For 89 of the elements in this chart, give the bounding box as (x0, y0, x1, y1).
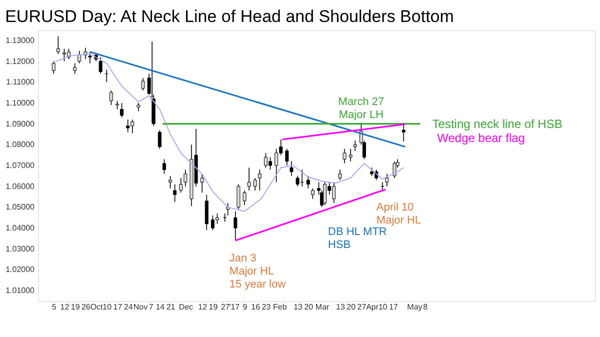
x-tick-label: '17 (229, 302, 240, 312)
candlestick (253, 178, 257, 191)
annotation: March 27 Major LH (338, 96, 384, 121)
x-tick-label: Dec (178, 302, 194, 312)
y-tick-label: 1.06000 (6, 182, 36, 191)
x-tick-label: 23 (262, 302, 272, 312)
candlestick (109, 90, 113, 106)
candlestick (88, 51, 92, 64)
candlestick (402, 122, 406, 142)
candlestick (338, 169, 342, 180)
x-tick-label: May (407, 302, 422, 312)
x-tick-label: 19 (70, 302, 80, 312)
candlestick (310, 188, 314, 200)
candlestick (236, 184, 240, 210)
y-tick-label: 1.04000 (6, 224, 36, 233)
annotation: April 10 Major HL (376, 201, 422, 226)
x-tick-label: 5 (52, 302, 57, 312)
candlestick (173, 184, 177, 202)
x-tick-label: 7 (148, 302, 154, 312)
x-tick-label: 19 (208, 302, 218, 312)
x-tick-label: 17 (389, 302, 399, 312)
candlestick (323, 182, 327, 206)
x-tick-label: 8 (423, 302, 428, 312)
series-label: Testing neck line of HSB (432, 116, 562, 131)
x-tick-label: 24 (124, 302, 134, 312)
candlestick (392, 160, 396, 178)
x-tick-label: 14 (156, 302, 166, 312)
x-tick-label: 21 (166, 302, 176, 312)
candlestick (126, 119, 130, 133)
candlestick (98, 56, 102, 74)
x-tick-label: 20 (304, 302, 314, 312)
x-tick-label: Oct (90, 302, 104, 312)
candlestick (296, 176, 300, 187)
x-tick-label: 26 (81, 302, 91, 312)
y-tick-label: 1.03000 (6, 244, 36, 254)
y-tick-label: 1.09000 (6, 119, 36, 128)
x-tick-label: 13 (336, 302, 346, 312)
candlestick (247, 167, 251, 191)
candlestick (242, 190, 246, 206)
candlestick (158, 130, 162, 150)
candlestick (52, 60, 56, 74)
candlestick (342, 148, 346, 164)
candlestick (168, 176, 172, 189)
candlestick (204, 194, 208, 231)
x-tick-label: Feb (272, 302, 288, 312)
y-tick-label: 1.02000 (6, 265, 36, 274)
candlestick (120, 102, 124, 118)
candlestick (234, 210, 238, 241)
x-tick-label: 17 (113, 302, 123, 312)
annotation: Jan 3 Major HL 15 year low (229, 252, 286, 291)
candlestick (200, 173, 204, 193)
candlestick (306, 176, 310, 189)
candlestick (353, 140, 357, 152)
candlestick (290, 160, 294, 176)
x-tick-label: Nov (133, 302, 148, 312)
text: Wedge bear flag (437, 131, 525, 146)
candlestick (179, 178, 183, 193)
y-tick-label: 1.05000 (6, 202, 36, 212)
x-tick-label: Mar (315, 302, 330, 312)
y-tick-label: 1.01000 (6, 286, 36, 296)
x-tick-label: 10 (378, 302, 388, 312)
candlestick (56, 36, 60, 54)
candlestick (141, 78, 145, 91)
x-tick-label: 9 (242, 302, 248, 312)
candlestick (184, 169, 188, 187)
candlestick (285, 148, 289, 166)
candlestick (274, 148, 278, 183)
candlestick (348, 148, 352, 162)
x-tick-label: 10 (102, 302, 112, 312)
candlestick (258, 169, 262, 191)
x-tick-label: 20 (346, 302, 356, 312)
y-tick-label: 1.13000 (6, 36, 36, 45)
x-tick-label: 27 (357, 302, 367, 312)
x-tick-label: 12 (60, 302, 70, 312)
annotation: DB HL MTR HSB (328, 226, 387, 251)
x-tick-label: 16 (251, 302, 261, 312)
y-tick-label: 1.07000 (6, 161, 36, 170)
x-tick-label: 27 (220, 302, 230, 312)
candlestick (162, 158, 166, 174)
y-tick-label: 1.08000 (6, 140, 36, 150)
candlestick (73, 62, 77, 74)
x-tick-label: Apr (366, 302, 379, 312)
chart-title: EURUSD Day: At Neck Line of Head and Shoulders Bottom (5, 7, 454, 26)
x-tick-label: 13 (294, 302, 304, 312)
candlestick (385, 173, 389, 187)
x-tick-label: 12 (198, 302, 208, 312)
y-tick-label: 1.10000 (6, 98, 36, 108)
y-tick-label: 1.11000 (6, 78, 36, 87)
y-tick-label: 1.12000 (6, 56, 36, 66)
